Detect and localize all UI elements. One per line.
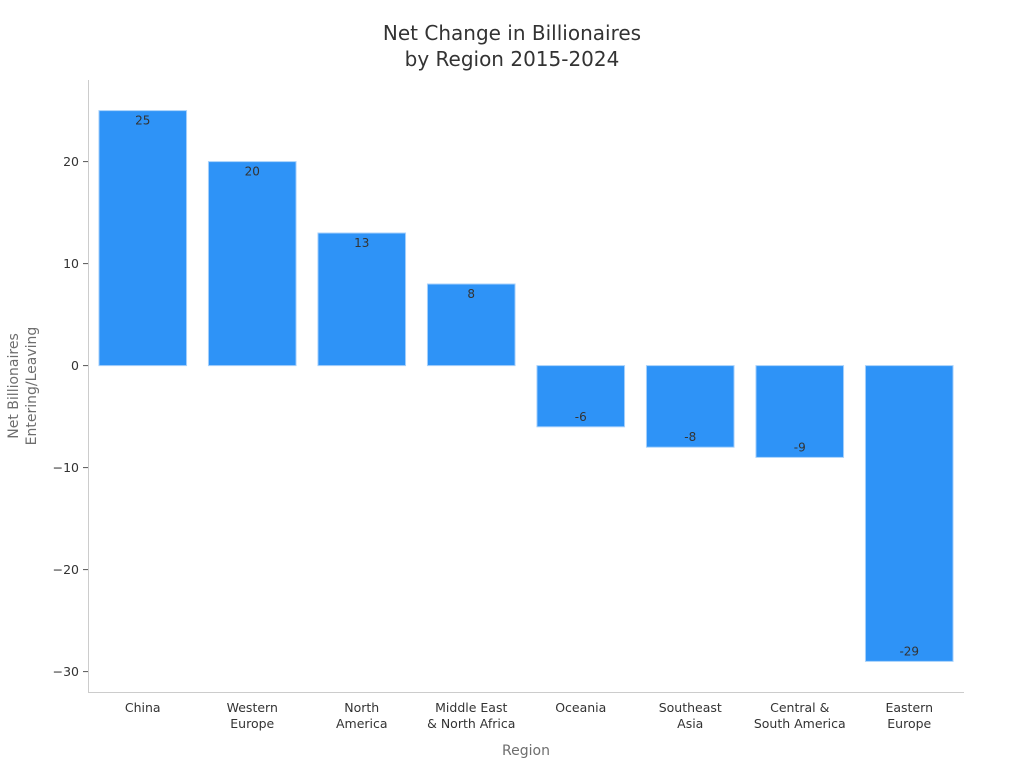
bar xyxy=(645,365,735,448)
y-tick-label: −30 xyxy=(53,664,79,679)
y-tick-label: 20 xyxy=(63,154,79,169)
y-tick-label: −10 xyxy=(53,460,79,475)
x-ticks-group: China Western Europe North America Middle Eas… xyxy=(125,700,933,731)
x-axis-title: Region xyxy=(502,743,550,759)
data-label: -9 xyxy=(794,440,806,454)
data-label: -6 xyxy=(575,410,587,424)
y-tick-label: 0 xyxy=(71,358,79,373)
bars-group: 25 20 13 8 -6 -8 -9 -29 xyxy=(98,110,954,662)
x-tick-label: Western Europe xyxy=(227,700,278,731)
data-label: 8 xyxy=(467,287,475,301)
y-tick-label: −20 xyxy=(53,562,79,577)
bar xyxy=(317,232,407,367)
x-tick-label: Central & South America xyxy=(754,700,846,731)
bar xyxy=(755,365,845,458)
bar xyxy=(98,110,188,367)
x-tick-label: North America xyxy=(336,700,388,731)
y-ticks-group: 20 10 0 −10 −20 −30 xyxy=(53,154,88,679)
data-label: 20 xyxy=(245,165,260,179)
bar xyxy=(426,283,516,367)
data-label: -29 xyxy=(899,644,919,658)
y-axis-title-line-2: Entering/Leaving xyxy=(24,327,40,446)
bar xyxy=(536,365,626,428)
chart-title-line-2: by Region 2015-2024 xyxy=(405,47,620,71)
x-tick-label: Oceania xyxy=(555,700,606,715)
bar xyxy=(207,161,297,367)
x-tick-label: Southeast Asia xyxy=(659,700,722,731)
x-tick-label: China xyxy=(125,700,161,715)
bar xyxy=(864,365,954,662)
y-axis-title-line-1: Net Billionaires xyxy=(6,333,22,438)
chart-title-line-1: Net Change in Billionaires xyxy=(383,21,641,45)
y-tick-label: 10 xyxy=(63,256,79,271)
x-tick-label: Middle East & North Africa xyxy=(427,700,515,731)
x-tick-label: Eastern Europe xyxy=(885,700,933,731)
data-label: -8 xyxy=(684,430,696,444)
data-label: 25 xyxy=(135,114,150,128)
data-label: 13 xyxy=(354,236,369,250)
